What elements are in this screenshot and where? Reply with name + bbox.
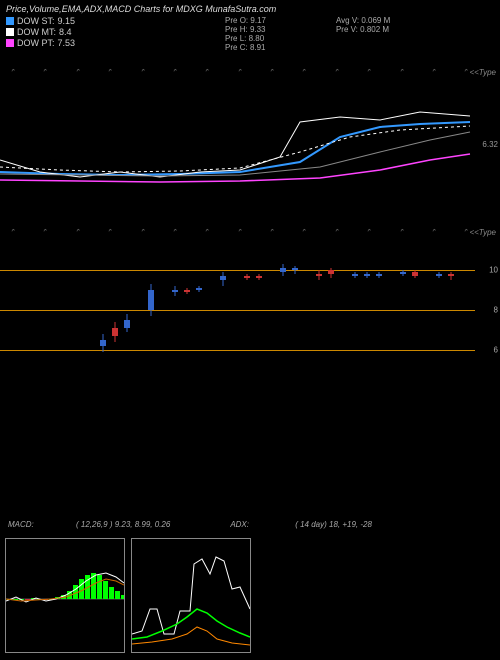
tick-marker: ⌃ — [41, 67, 51, 81]
price-svg — [0, 82, 475, 212]
macd-params: ( 12,26,9 ) 9.23, 8.99, 0.26 — [76, 520, 170, 529]
tick-marker: ⌃ — [332, 67, 342, 81]
tick-marker: ⌃ — [267, 67, 277, 81]
dow-pt-swatch — [6, 39, 14, 47]
tick-marker: ⌃ — [397, 67, 407, 81]
tick-marker: ⌃ — [73, 67, 83, 81]
avg-column: Avg V: 0.069 M Pre V: 0.802 M — [336, 16, 390, 52]
tick-marker: ⌃ — [332, 227, 342, 241]
tick-marker: ⌃ — [300, 67, 310, 81]
dow-mt-label: DOW MT: — [17, 27, 56, 37]
macd-svg — [6, 539, 125, 653]
adx-chart — [131, 538, 251, 653]
dow-column: DOW ST: 9.15 DOW MT: 8.4 DOW PT: 7.53 — [6, 16, 75, 52]
pre-h: Pre H: 9.33 — [225, 25, 266, 34]
adx-params: ( 14 day) 18, +19, -28 — [295, 520, 372, 529]
dow-pt-label: DOW PT: — [17, 38, 55, 48]
indicator-labels: MACD: ( 12,26,9 ) 9.23, 8.99, 0.26 ADX: … — [0, 520, 500, 535]
info-block: DOW ST: 9.15 DOW MT: 8.4 DOW PT: 7.53 Pr… — [6, 16, 494, 52]
candle-svg — [0, 250, 475, 370]
tick-marker: ⌃ — [429, 227, 439, 241]
chart-header: Price,Volume,EMA,ADX,MACD Charts for MDX… — [0, 0, 500, 56]
tick-marker: ⌃ — [202, 227, 212, 241]
tick-marker: ⌃ — [364, 67, 374, 81]
dow-mt-value: 8.4 — [59, 27, 72, 37]
tick-marker: ⌃ — [8, 67, 18, 81]
y-axis-label: 6 — [494, 346, 498, 355]
tick-marker: ⌃ — [105, 67, 115, 81]
tick-marker: ⌃ — [170, 67, 180, 81]
pre-o: Pre O: 9.17 — [225, 16, 266, 25]
tick-marker: ⌃ — [364, 227, 374, 241]
tick-marker: ⌃ — [397, 227, 407, 241]
macd-label-row: MACD: ( 12,26,9 ) 9.23, 8.99, 0.26 — [8, 520, 170, 535]
candlestick-chart: 10 8 6 — [0, 250, 500, 370]
y-axis-label: 10 — [489, 266, 498, 275]
pre-c: Pre C: 8.91 — [225, 43, 266, 52]
price-annot-632: 6.32 — [482, 140, 498, 149]
sub-charts — [5, 538, 251, 653]
ohlc-column: Pre O: 9.17 Pre H: 9.33 Pre L: 8.80 Pre … — [225, 16, 266, 52]
dow-st-label: DOW ST: — [17, 16, 55, 26]
adx-label-row: ADX: ( 14 day) 18, +19, -28 — [230, 520, 372, 535]
tick-marker: ⌃ — [235, 67, 245, 81]
x-tick-row-1: ⌃⌃⌃⌃⌃⌃⌃⌃⌃⌃⌃⌃⌃⌃⌃ — [0, 68, 500, 80]
tick-marker: ⌃ — [73, 227, 83, 241]
dow-pt-row: DOW PT: 7.53 — [6, 38, 75, 48]
tick-marker: ⌃ — [8, 227, 18, 241]
tick-marker: ⌃ — [267, 227, 277, 241]
tick-marker: ⌃ — [300, 227, 310, 241]
pre-l: Pre L: 8.80 — [225, 34, 266, 43]
tick-marker: ⌃ — [170, 227, 180, 241]
tick-marker: ⌃ — [429, 67, 439, 81]
tick-marker: ⌃ — [235, 227, 245, 241]
tick-marker: ⌃ — [202, 67, 212, 81]
type-label-1: <<Type — [469, 68, 496, 77]
tick-marker: ⌃ — [105, 227, 115, 241]
dow-mt-row: DOW MT: 8.4 — [6, 27, 75, 37]
pre-v: Pre V: 0.802 M — [336, 25, 390, 34]
dow-st-swatch — [6, 17, 14, 25]
dow-st-row: DOW ST: 9.15 — [6, 16, 75, 26]
type-label-2: <<Type — [469, 228, 496, 237]
y-axis-label: 8 — [494, 306, 498, 315]
macd-chart — [5, 538, 125, 653]
adx-label: ADX: — [230, 520, 249, 529]
dow-mt-swatch — [6, 28, 14, 36]
x-tick-row-2: ⌃⌃⌃⌃⌃⌃⌃⌃⌃⌃⌃⌃⌃⌃⌃ — [0, 228, 500, 240]
macd-label: MACD: — [8, 520, 34, 529]
chart-title: Price,Volume,EMA,ADX,MACD Charts for MDX… — [6, 4, 494, 14]
tick-marker: ⌃ — [138, 67, 148, 81]
dow-pt-value: 7.53 — [58, 38, 76, 48]
tick-marker: ⌃ — [138, 227, 148, 241]
tick-marker: ⌃ — [41, 227, 51, 241]
dow-st-value: 9.15 — [58, 16, 76, 26]
avg-v: Avg V: 0.069 M — [336, 16, 390, 25]
adx-svg — [132, 539, 251, 653]
price-ema-chart: 6.32 — [0, 82, 500, 212]
